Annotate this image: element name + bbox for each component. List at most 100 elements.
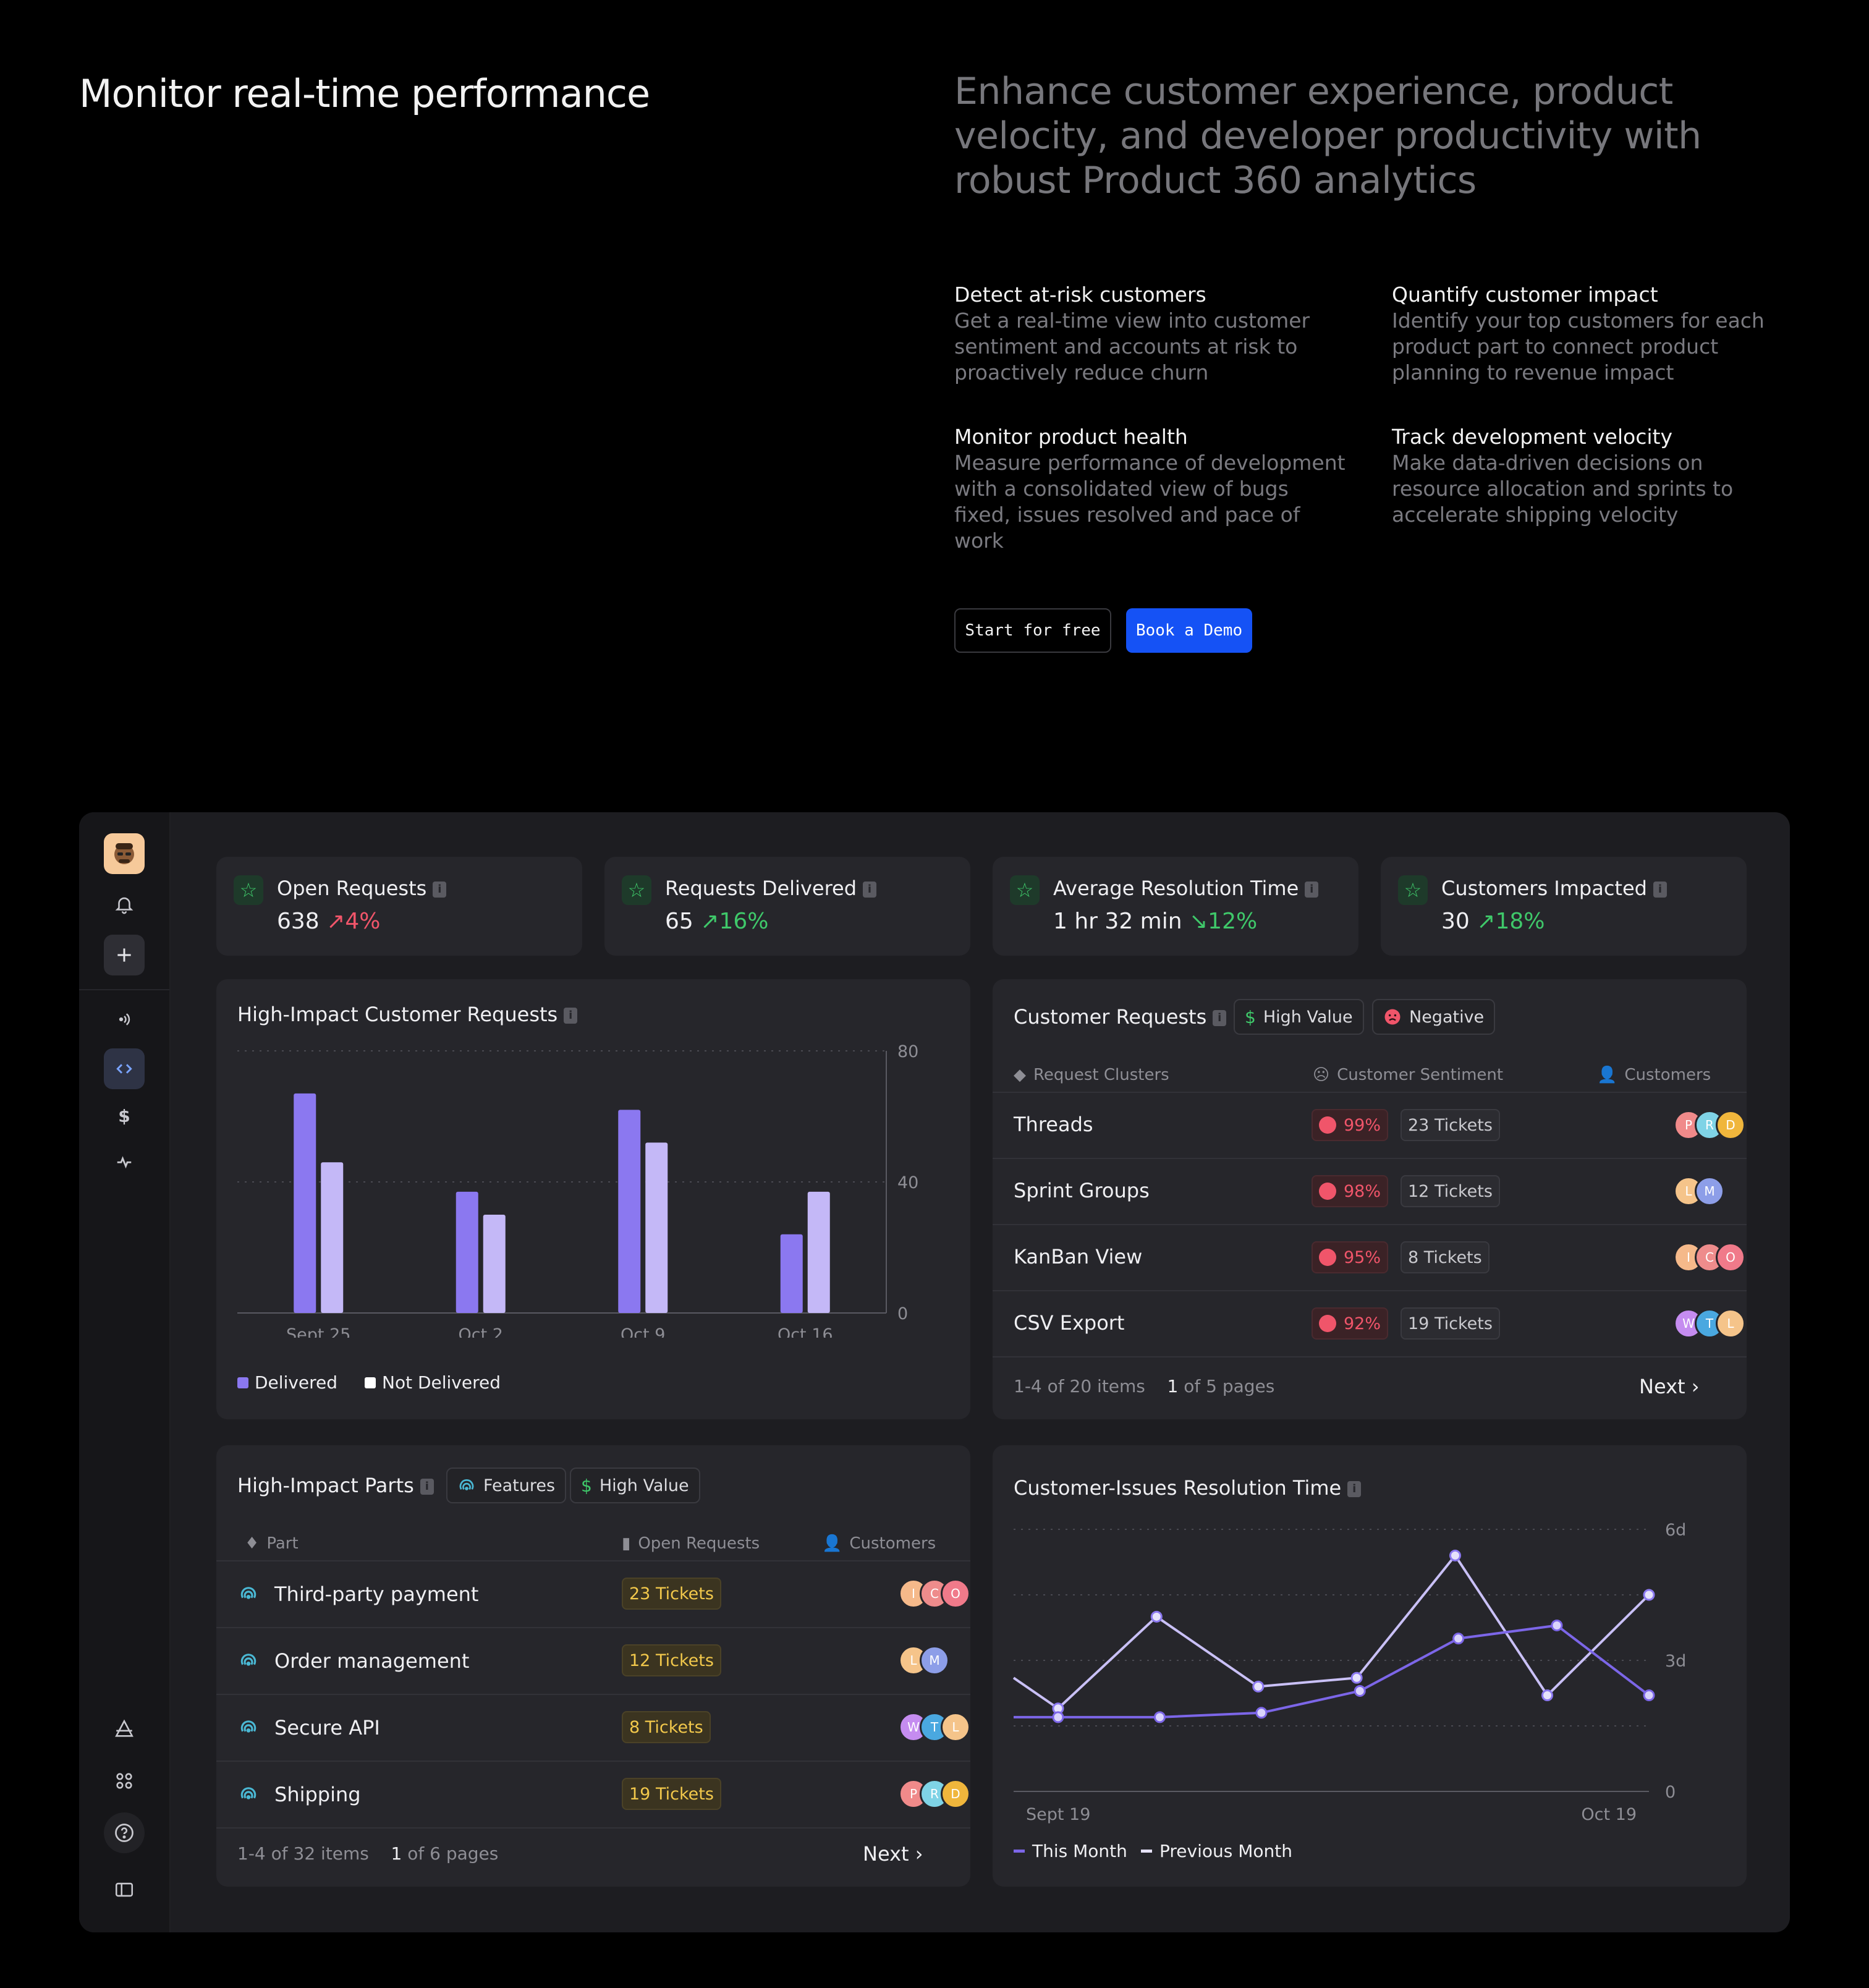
point-this-month[interactable]	[1052, 1711, 1064, 1723]
row-divider	[216, 1627, 970, 1628]
kpi-value: 65	[665, 909, 693, 934]
star-icon: ☆	[234, 875, 263, 905]
bar-not-delivered[interactable]	[321, 1162, 344, 1313]
point-this-month[interactable]	[1551, 1619, 1563, 1631]
sentiment-value: 95%	[1344, 1247, 1381, 1267]
bar-not-delivered[interactable]	[645, 1142, 668, 1313]
sidebar-toggle-icon[interactable]	[104, 1869, 145, 1910]
info-icon[interactable]: i	[420, 1479, 434, 1495]
filter-high-value[interactable]: $ High Value	[570, 1468, 700, 1503]
start-for-free-button[interactable]: Start for free	[954, 608, 1111, 653]
filter-features[interactable]: Features	[446, 1468, 567, 1503]
apps-grid-icon[interactable]	[104, 1761, 145, 1801]
bell-icon[interactable]	[104, 884, 145, 925]
customer-avatars[interactable]: PRD+2	[1674, 1110, 1747, 1140]
info-icon[interactable]: i	[1653, 881, 1667, 898]
y-tick-label: 40	[897, 1173, 918, 1192]
part-icon	[240, 1720, 256, 1733]
legend-previous-month: Previous Month	[1141, 1841, 1292, 1861]
bar-delivered[interactable]	[618, 1110, 641, 1313]
sad-face-icon	[1319, 1249, 1336, 1266]
customer-avatars[interactable]: WTL+1	[899, 1712, 970, 1742]
part-icon	[240, 1654, 256, 1666]
feature-title: Quantify customer impact	[1392, 282, 1658, 307]
trend-up-icon: ↗	[700, 909, 719, 934]
plus-icon[interactable]	[104, 935, 145, 975]
user-avatar[interactable]	[104, 833, 145, 874]
help-icon[interactable]	[104, 1812, 145, 1853]
col-request-clusters: Request Clusters	[1033, 1066, 1169, 1084]
point-previous-month[interactable]	[1350, 1672, 1363, 1684]
bar-not-delivered[interactable]	[807, 1191, 830, 1313]
table-row[interactable]: CSV Export 92% 19 Tickets WTL+1	[993, 1290, 1747, 1356]
star-icon: ☆	[622, 875, 651, 905]
customer-avatars[interactable]: ICO+1	[1674, 1242, 1747, 1272]
broadcast-icon[interactable]	[104, 999, 145, 1040]
info-icon[interactable]: i	[564, 1008, 578, 1024]
smile-icon: ☹	[1313, 1066, 1330, 1084]
point-previous-month[interactable]	[1541, 1689, 1554, 1702]
table-row[interactable]: Order management 12 Tickets L M	[216, 1627, 970, 1694]
legend-swatch	[365, 1377, 376, 1388]
table-row[interactable]: Threads 99% 23 Tickets PRD+2	[993, 1092, 1747, 1158]
dollar-icon: $	[1245, 1006, 1256, 1027]
customer-avatar: M	[920, 1646, 949, 1675]
customer-avatar: O	[941, 1579, 970, 1608]
point-this-month[interactable]	[1452, 1633, 1465, 1645]
page-number: 1	[1167, 1376, 1179, 1396]
code-icon[interactable]	[104, 1048, 145, 1089]
line-chart: 6d 3d 0 Sept 19 Oct 19	[1012, 1521, 1686, 1824]
kpi-open-requests[interactable]: ☆ Open Requests i 638 ↗4%	[216, 857, 582, 956]
bar-not-delivered[interactable]	[483, 1215, 506, 1313]
kpi-requests-delivered[interactable]: ☆ Requests Delivered i 65 ↗16%	[604, 857, 970, 956]
table-row[interactable]: Sprint Groups 98% 12 Tickets L M	[993, 1158, 1747, 1224]
tickets-badge: 8 Tickets	[622, 1711, 711, 1743]
point-this-month[interactable]	[1354, 1684, 1366, 1697]
next-page-button[interactable]: Next ›	[1639, 1375, 1700, 1398]
point-this-month[interactable]	[1643, 1689, 1655, 1702]
table-row[interactable]: Third-party payment 23 Tickets ICO+1	[216, 1560, 970, 1627]
filter-high-value[interactable]: $ High Value	[1234, 999, 1364, 1035]
book-demo-button[interactable]: Book a Demo	[1126, 608, 1252, 653]
kpi-change: 4%	[345, 909, 381, 934]
filter-negative[interactable]: Negative	[1372, 999, 1496, 1035]
info-icon[interactable]: i	[433, 881, 447, 898]
info-icon[interactable]: i	[1347, 1481, 1362, 1497]
point-previous-month[interactable]	[1643, 1589, 1655, 1601]
cluster-name: KanBan View	[1014, 1245, 1143, 1268]
table-row[interactable]: Secure API 8 Tickets WTL+1	[216, 1694, 970, 1761]
kpi-value: 1 hr 32 min	[1053, 909, 1182, 934]
bar-delivered[interactable]	[294, 1093, 316, 1313]
point-previous-month[interactable]	[1150, 1610, 1163, 1623]
point-this-month[interactable]	[1153, 1711, 1166, 1723]
triangle-tool-icon[interactable]	[104, 1709, 145, 1749]
legend-label: Previous Month	[1159, 1841, 1292, 1861]
customer-avatars[interactable]: PRD+2	[899, 1779, 970, 1809]
info-icon[interactable]: i	[863, 881, 877, 898]
row-divider	[993, 1290, 1747, 1291]
tickets-badge: 12 Tickets	[1401, 1175, 1500, 1207]
pulse-icon[interactable]	[104, 1141, 145, 1182]
next-page-button[interactable]: Next ›	[863, 1842, 923, 1866]
customer-avatars[interactable]: WTL+1	[1674, 1309, 1747, 1338]
info-icon[interactable]: i	[1305, 881, 1319, 898]
bar-delivered[interactable]	[780, 1234, 803, 1313]
point-previous-month[interactable]	[1449, 1549, 1461, 1561]
hero-title: Monitor real-time performance	[79, 71, 650, 116]
table-row[interactable]: KanBan View 95% 8 Tickets ICO+1	[993, 1224, 1747, 1290]
part-name: Order management	[274, 1649, 470, 1673]
kpi-customers-impacted[interactable]: ☆ Customers Impacted i 30 ↗18%	[1381, 857, 1747, 956]
table-row[interactable]: Shipping 19 Tickets PRD+2	[216, 1761, 970, 1827]
kpi-avg-resolution[interactable]: ☆ Average Resolution Time i 1 hr 32 min ↘…	[993, 857, 1358, 956]
dollar-icon[interactable]: $	[118, 1105, 130, 1126]
y-tick-label: 6d	[1665, 1521, 1686, 1540]
dashboard-window: $ ☆ Open Requests i 638 ↗4% ☆ Requests De…	[79, 812, 1790, 1932]
customer-avatars[interactable]: ICO+1	[899, 1579, 970, 1608]
bar-delivered[interactable]	[456, 1191, 478, 1313]
info-icon[interactable]: i	[1213, 1010, 1227, 1026]
point-this-month[interactable]	[1255, 1707, 1268, 1719]
point-previous-month[interactable]	[1252, 1680, 1265, 1693]
feature-desc: Identify your top customers for each pro…	[1392, 308, 1765, 384]
